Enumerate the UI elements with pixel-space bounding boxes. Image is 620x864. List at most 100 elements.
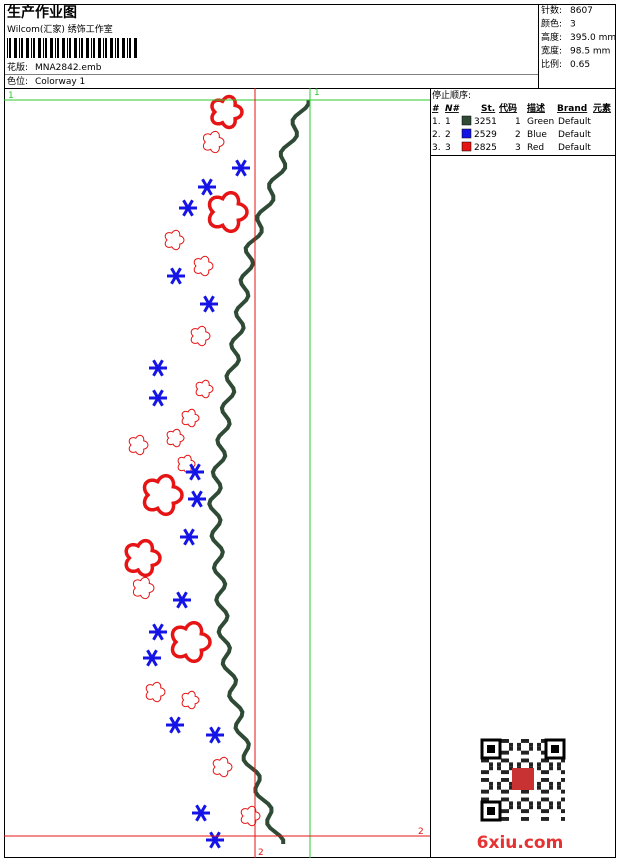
flower (207, 190, 249, 234)
qr-cell (557, 801, 561, 806)
qr-cell (509, 746, 513, 751)
qr-cell (521, 758, 525, 763)
qr-finder (551, 745, 559, 753)
qr-cell (501, 750, 505, 755)
qr-cell (501, 797, 505, 802)
flower (181, 408, 200, 428)
star-arm (156, 389, 164, 399)
qr-cell (481, 789, 485, 794)
guide-label: 2 (258, 848, 264, 858)
qr-cell (517, 742, 521, 747)
qr-cell (557, 781, 561, 786)
flower (210, 94, 244, 130)
flower (190, 325, 211, 347)
qr-cell (557, 762, 561, 767)
bar (21, 38, 23, 58)
qr-cell (505, 797, 509, 802)
qr-cell (497, 762, 501, 767)
row-stitch: 3251 (474, 117, 497, 127)
qr-cell (481, 758, 485, 763)
swatch (461, 141, 472, 152)
flower (145, 681, 166, 703)
row-brand: Default (558, 117, 591, 127)
qr-cell (497, 785, 501, 790)
field-value: Colorway 1 (35, 77, 85, 87)
qr-finder (487, 807, 495, 815)
flower (202, 130, 225, 154)
qr-cell (549, 762, 553, 767)
qr-cell (557, 785, 561, 790)
qr-cell (509, 785, 513, 790)
bar (93, 38, 95, 58)
bar (38, 38, 41, 58)
star-arm (150, 649, 158, 659)
qr-cell (481, 778, 485, 782)
qr-cell (525, 750, 529, 755)
info-value: 395.0 mm (570, 33, 616, 43)
info-value: 3 (570, 20, 576, 30)
qr-cell (501, 789, 505, 794)
qr-cell (517, 801, 521, 806)
qr-cell (537, 766, 541, 771)
watermark: 6xiu.com (477, 833, 564, 853)
flower (170, 620, 212, 664)
bar (81, 38, 83, 58)
panel-title: 停止顺序: (432, 89, 471, 101)
qr-cell (541, 817, 545, 821)
qr-cell (485, 789, 489, 794)
bar (45, 38, 47, 58)
info-label: 比例: (541, 58, 562, 70)
bar (19, 38, 20, 58)
satin-border (207, 100, 311, 844)
column-header: 描述 (527, 102, 545, 114)
info-label: 高度: (541, 31, 562, 43)
bar (74, 38, 77, 58)
bar (9, 38, 11, 58)
column-header: N# (445, 104, 461, 114)
qr-logo (512, 768, 534, 790)
bar (117, 38, 119, 58)
star-arm (156, 359, 164, 369)
bar (110, 38, 113, 58)
qr-cell (537, 746, 541, 751)
qr-cell (537, 781, 541, 786)
column-header: St. (481, 104, 495, 114)
row-index: 2. (432, 130, 441, 140)
qr-cell (505, 789, 509, 794)
bar (91, 38, 92, 58)
bar (62, 38, 65, 58)
row-needle: 3 (445, 143, 451, 153)
row-index: 3. (432, 143, 441, 153)
row-needle: 2 (445, 130, 451, 140)
qr-cell (501, 739, 505, 743)
bar (122, 38, 125, 58)
bar (86, 38, 89, 58)
qr-cell (481, 770, 485, 775)
qr-cell (529, 746, 533, 751)
star-arm (173, 716, 181, 726)
design (124, 94, 311, 849)
bar (57, 38, 59, 58)
qr-cell (517, 746, 521, 751)
qr-cell (537, 742, 541, 747)
qr-cell (517, 805, 521, 810)
qr-cell (489, 781, 493, 786)
qr-cell (541, 778, 545, 782)
qr-cell (485, 758, 489, 763)
qr-cell (521, 809, 525, 814)
qr-cell (537, 785, 541, 790)
qr-cell (501, 778, 505, 782)
qr-cell (525, 739, 529, 743)
bar (129, 38, 131, 58)
qr-cell (485, 778, 489, 782)
flower (212, 756, 233, 778)
bar (7, 38, 8, 58)
bar (50, 38, 53, 58)
qr-cell (497, 766, 501, 771)
qr-cell (549, 766, 553, 771)
qr-cell (481, 797, 485, 802)
star-arm (239, 159, 247, 169)
qr-cell (521, 739, 525, 743)
guide-label: 1 (8, 91, 14, 101)
